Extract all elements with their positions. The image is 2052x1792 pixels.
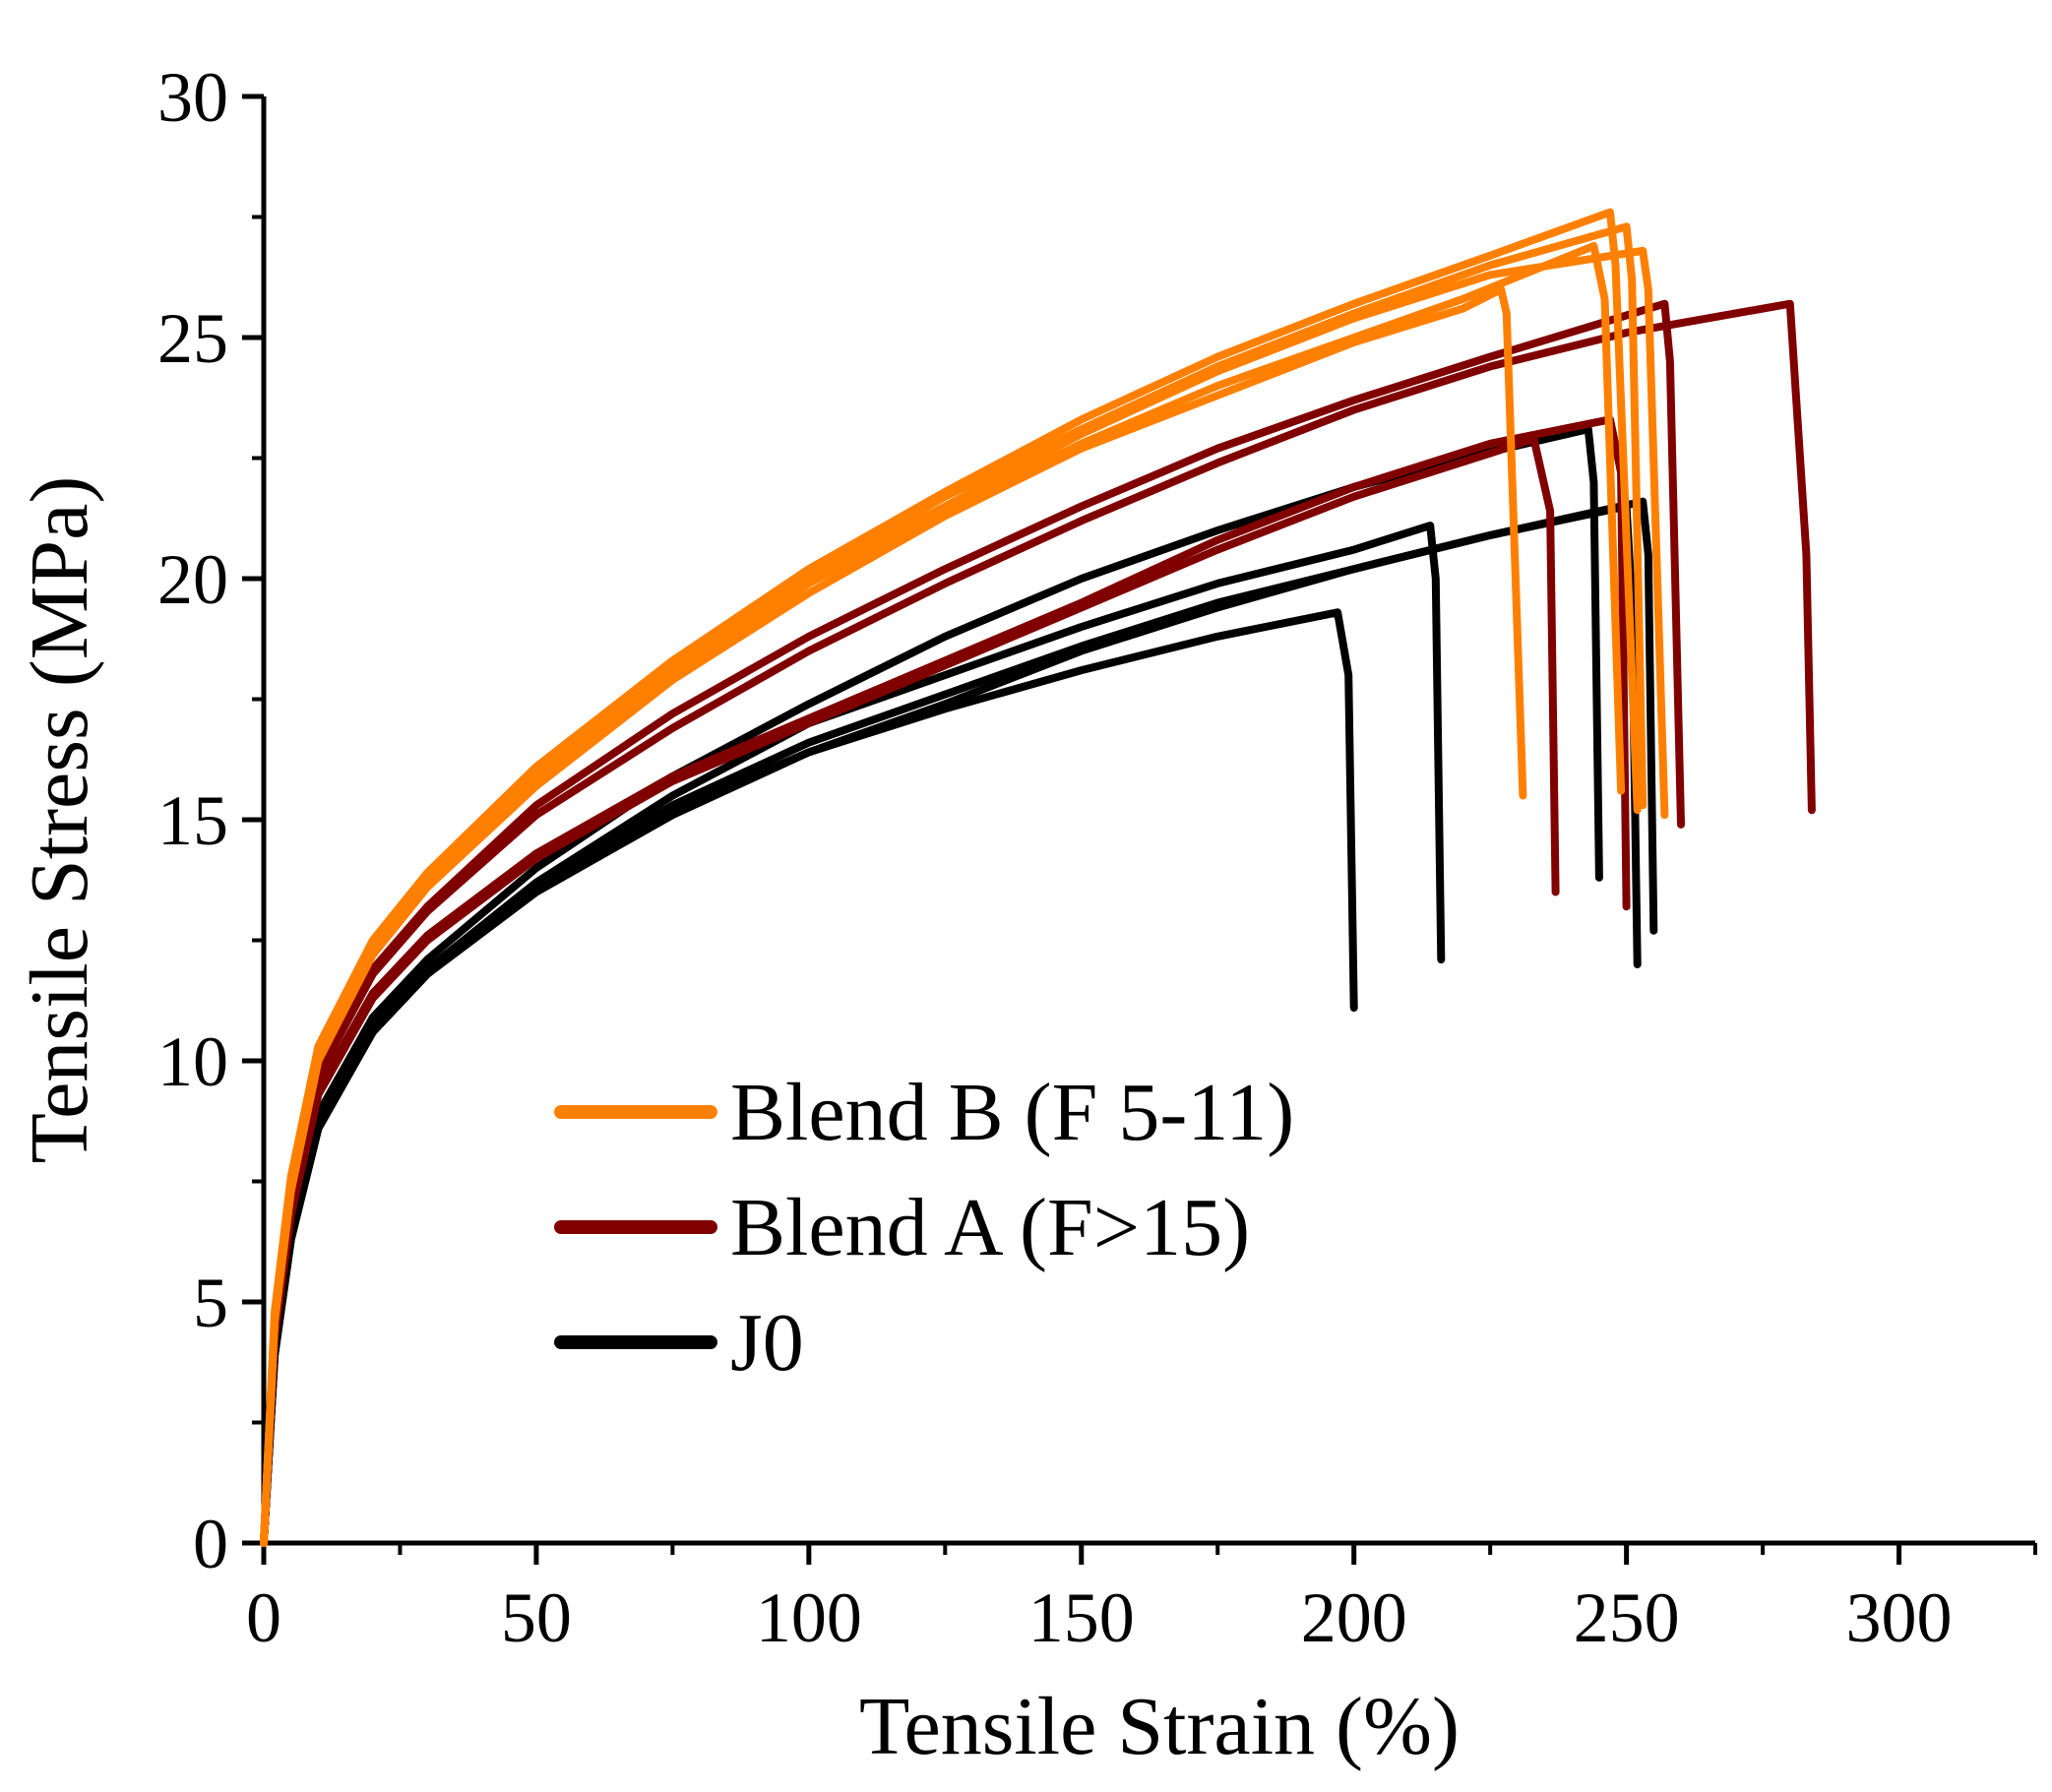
legend: Blend B (F 5-11) Blend A (F>15) J0	[554, 1067, 1294, 1389]
series-line-blend-a-f-15	[260, 415, 1631, 1547]
y-tick-label: 25	[157, 299, 228, 378]
x-tick-label: 100	[756, 1578, 862, 1657]
legend-label: Blend A (F>15)	[730, 1182, 1250, 1273]
legend-label: J0	[730, 1297, 804, 1389]
x-tick-label: 0	[246, 1578, 281, 1657]
data-layer	[260, 208, 1816, 1547]
x-tick-label: 200	[1301, 1578, 1407, 1657]
x-tick-label: 300	[1846, 1578, 1953, 1657]
y-axis-title: Tensile Stress (MPa)	[14, 476, 105, 1164]
series-blend-b-f-5-11	[260, 208, 1669, 1547]
series-line-blend-b-f-5-11	[260, 241, 1626, 1547]
y-tick-label: 10	[157, 1022, 228, 1101]
y-tick-label: 15	[157, 781, 228, 860]
series-line-j0	[260, 425, 1603, 1547]
series-line-blend-a-f-15	[260, 434, 1560, 1547]
x-tick-label: 150	[1028, 1578, 1135, 1657]
axes-layer: 0 50 100 150 200 250 300 0 5 10 15 20 25 30 Tensile St…	[14, 58, 2037, 1772]
y-tick-label: 20	[157, 540, 228, 619]
legend-label: Blend B (F 5-11)	[730, 1067, 1294, 1158]
series-j0	[260, 425, 1658, 1547]
y-tick-label: 0	[193, 1505, 228, 1583]
series-line-blend-b-f-5-11	[260, 285, 1527, 1547]
series-line-j0	[260, 502, 1642, 1547]
series-line-blend-b-f-5-11	[260, 222, 1648, 1547]
y-tick-label: 30	[157, 58, 228, 137]
y-tick-label: 5	[193, 1264, 228, 1342]
x-tick-label: 50	[501, 1578, 572, 1657]
x-axis-title: Tensile Strain (%)	[859, 1681, 1460, 1772]
x-tick-label: 250	[1574, 1578, 1680, 1657]
